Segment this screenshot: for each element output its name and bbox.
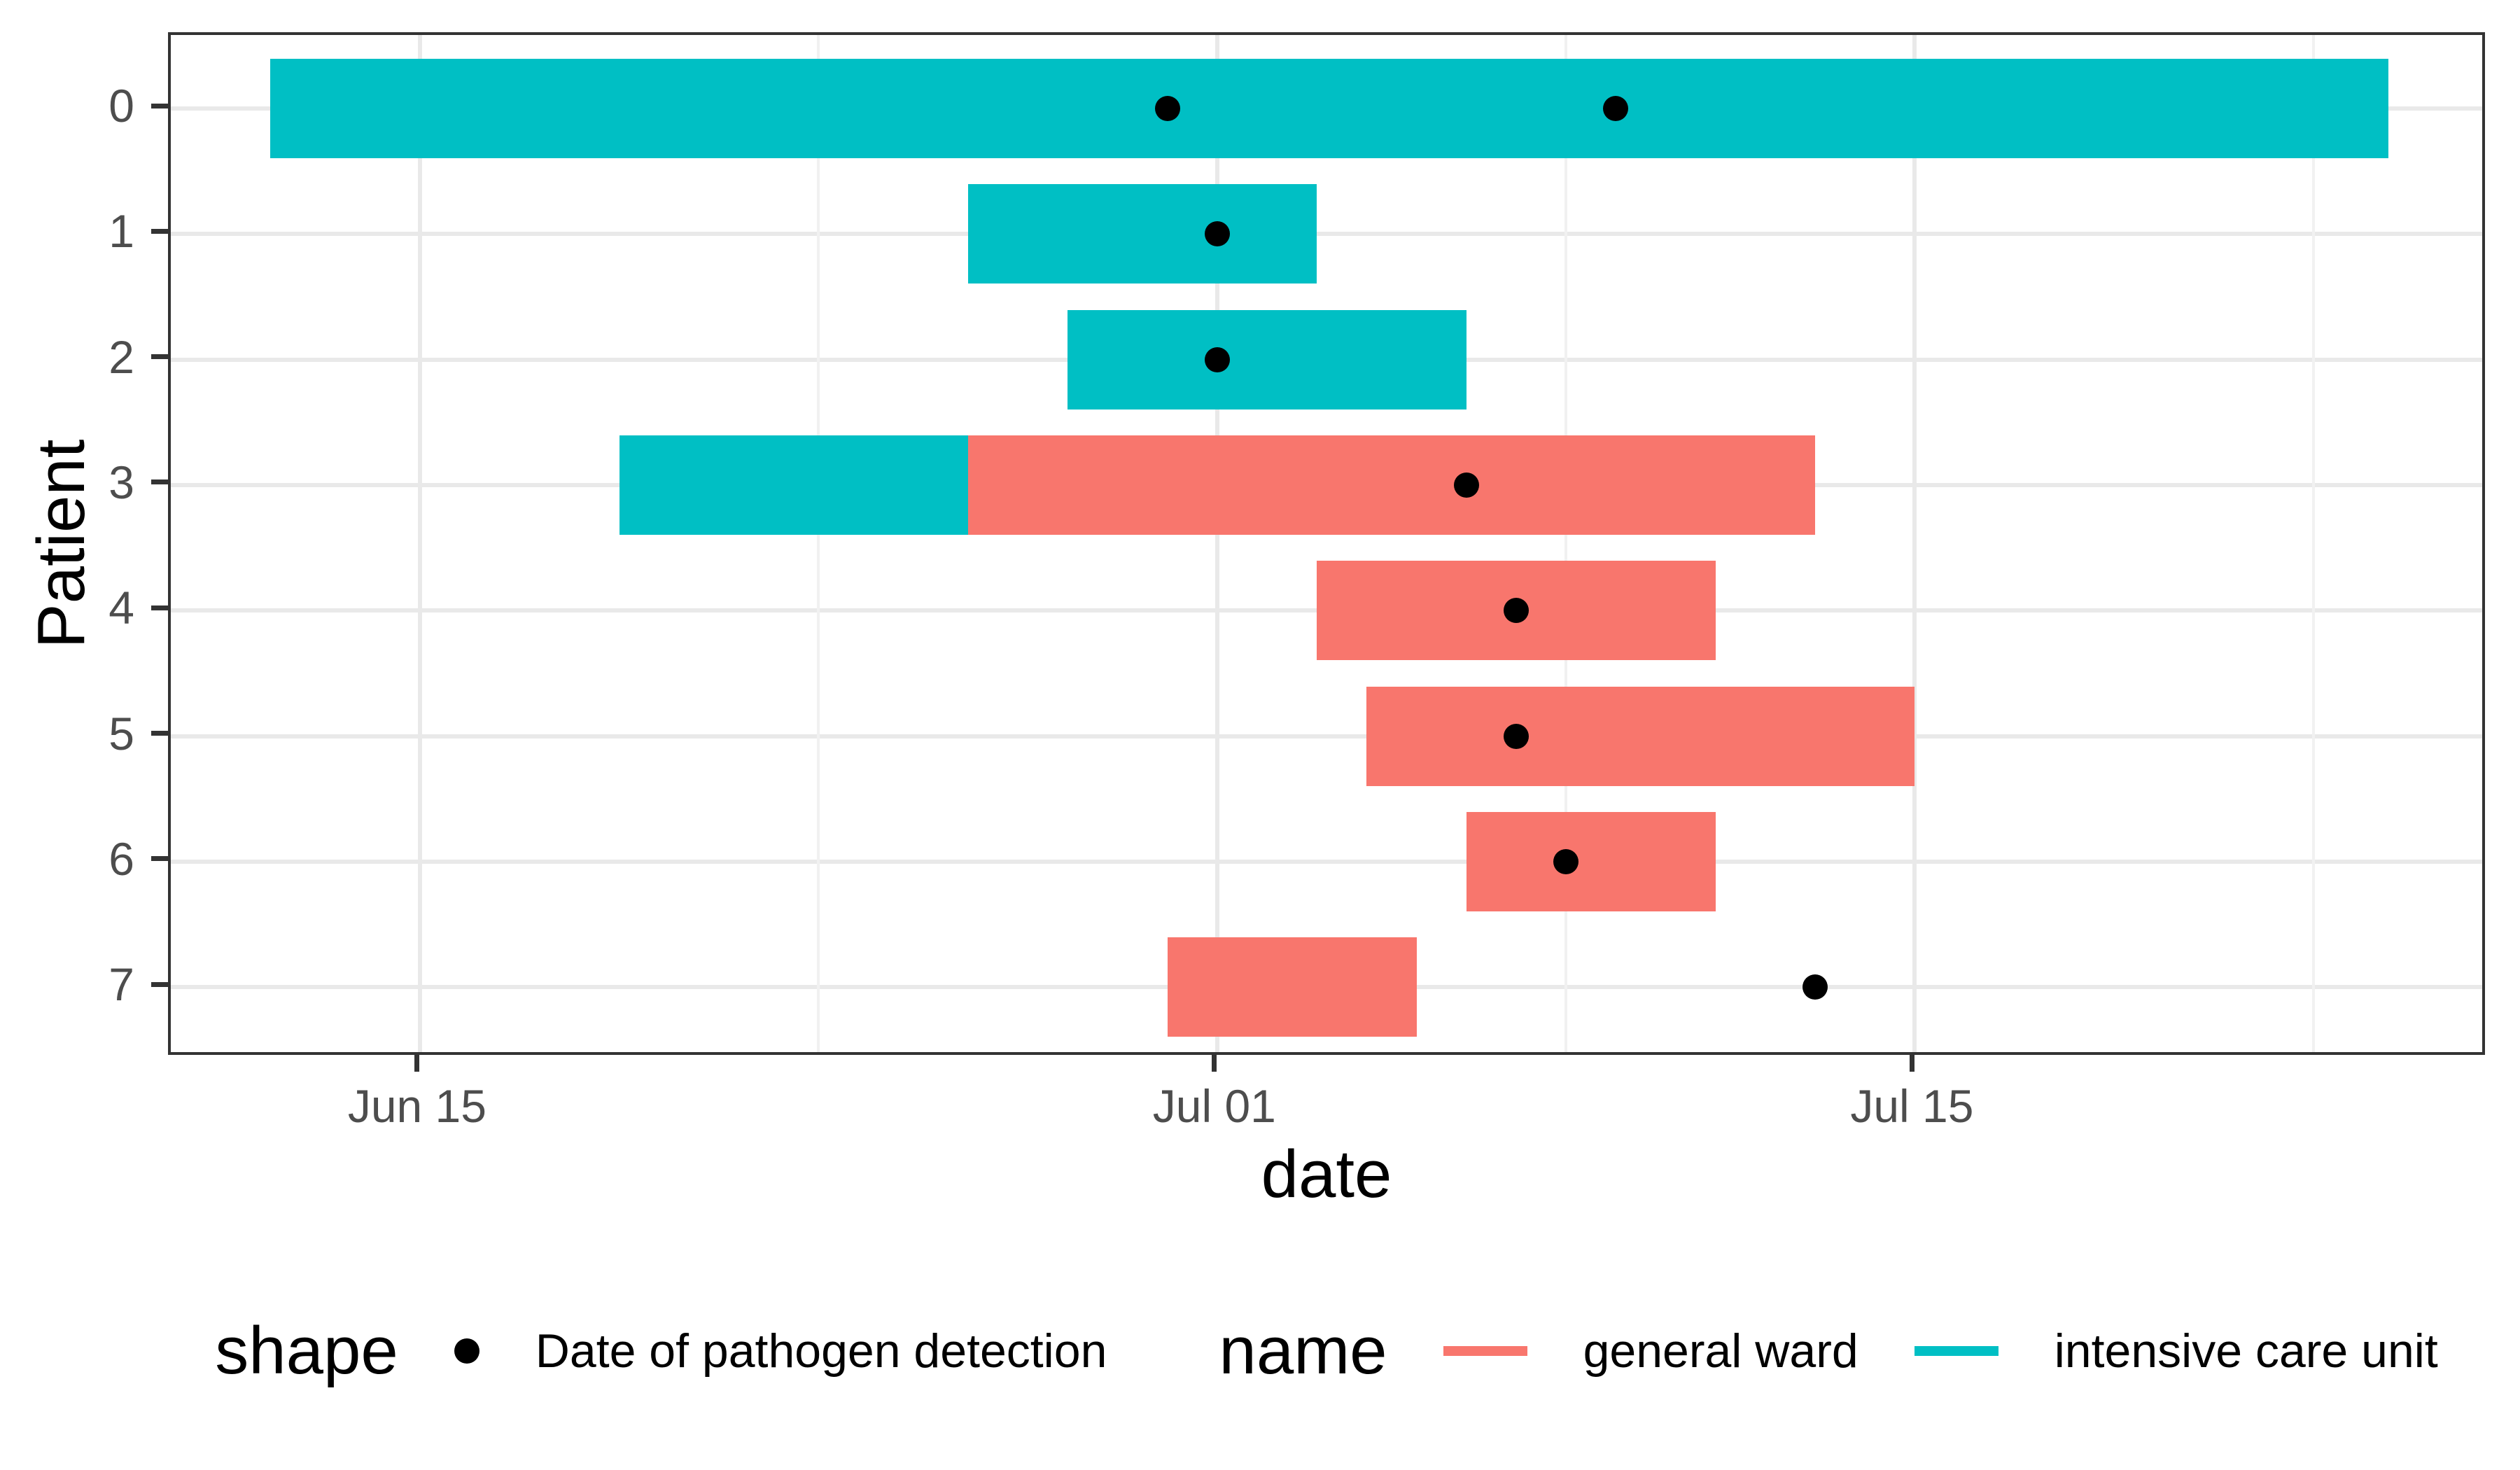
legend-group-name: name general ward intensive care unit bbox=[1219, 1317, 2437, 1385]
y-tick-label-2: 2 bbox=[108, 330, 134, 383]
y-tick-4 bbox=[151, 605, 168, 610]
detection-dot-patient-3 bbox=[1453, 472, 1479, 498]
detection-dot-patient-4 bbox=[1503, 598, 1529, 624]
y-tick-5 bbox=[151, 731, 168, 736]
y-tick-3 bbox=[151, 479, 168, 485]
y-tick-label-0: 0 bbox=[108, 80, 134, 132]
detection-dot-patient-1 bbox=[1204, 221, 1230, 247]
stay-bar-patient-5 bbox=[1366, 686, 1915, 786]
legend-label-detection: Date of pathogen detection bbox=[535, 1324, 1107, 1378]
plot-panel bbox=[168, 32, 2485, 1055]
stay-bar-patient-3 bbox=[619, 435, 968, 535]
y-tick-label-7: 7 bbox=[108, 958, 134, 1011]
detection-dot-patient-2 bbox=[1204, 346, 1230, 372]
gridline-Jun-15 bbox=[417, 35, 422, 1052]
y-tick-6 bbox=[151, 856, 168, 862]
y-tick-7 bbox=[151, 981, 168, 987]
y-tick-2 bbox=[151, 354, 168, 360]
y-tick-0 bbox=[151, 103, 168, 108]
legend-title-name: name bbox=[1219, 1313, 1387, 1388]
gridline-row-6 bbox=[171, 859, 2482, 864]
detection-dot-patient-0 bbox=[1603, 96, 1629, 121]
gridline-minor-Jul-23 bbox=[2311, 35, 2315, 1052]
legend-label-intensive-care-unit: intensive care unit bbox=[2054, 1324, 2438, 1378]
gridline-minor-Jun-23 bbox=[817, 35, 820, 1052]
detection-dot-patient-0 bbox=[1154, 96, 1180, 121]
x-tick-label-Jun-15: Jun 15 bbox=[347, 1080, 486, 1132]
y-tick-label-1: 1 bbox=[108, 205, 134, 258]
x-tick-Jun-15 bbox=[414, 1055, 420, 1072]
detection-dot-patient-7 bbox=[1802, 974, 1828, 1000]
y-tick-label-3: 3 bbox=[108, 456, 134, 508]
stay-bar-patient-7 bbox=[1167, 937, 1417, 1037]
y-tick-1 bbox=[151, 228, 168, 234]
gridline-minor-Jul-08 bbox=[1564, 35, 1568, 1052]
detection-dot-icon bbox=[454, 1338, 479, 1364]
legend: shape Date of pathogen detection name ge… bbox=[168, 1303, 2485, 1399]
x-axis-title: date bbox=[1261, 1137, 1392, 1212]
gridline-Jul-01 bbox=[1214, 35, 1219, 1052]
gridline-row-1 bbox=[171, 232, 2482, 237]
y-axis-title: Patient bbox=[24, 439, 99, 648]
legend-label-general-ward: general ward bbox=[1583, 1324, 1858, 1378]
detection-dot-patient-6 bbox=[1553, 848, 1579, 874]
x-tick-label-Jul-15: Jul 15 bbox=[1850, 1080, 1974, 1132]
x-tick-Jul-15 bbox=[1909, 1055, 1914, 1072]
intensive-care-unit-key-icon bbox=[1914, 1346, 1998, 1356]
x-tick-Jul-01 bbox=[1212, 1055, 1217, 1072]
x-tick-label-Jul-01: Jul 01 bbox=[1152, 1080, 1276, 1132]
stay-bar-patient-2 bbox=[1068, 309, 1466, 410]
stay-bar-patient-1 bbox=[967, 184, 1317, 284]
y-tick-label-6: 6 bbox=[108, 832, 134, 885]
stay-bar-patient-6 bbox=[1466, 811, 1716, 911]
detection-dot-patient-5 bbox=[1503, 723, 1529, 749]
gridline-row-5 bbox=[171, 734, 2482, 738]
legend-group-shape: shape Date of pathogen detection bbox=[215, 1317, 1107, 1385]
legend-title-shape: shape bbox=[215, 1313, 398, 1388]
y-tick-label-5: 5 bbox=[108, 707, 134, 760]
general-ward-key-icon bbox=[1443, 1346, 1527, 1356]
stay-bar-patient-3 bbox=[967, 435, 1816, 535]
y-tick-label-4: 4 bbox=[108, 582, 134, 634]
stay-bar-patient-0 bbox=[270, 59, 2388, 158]
gridline-Jul-15 bbox=[1912, 35, 1917, 1052]
